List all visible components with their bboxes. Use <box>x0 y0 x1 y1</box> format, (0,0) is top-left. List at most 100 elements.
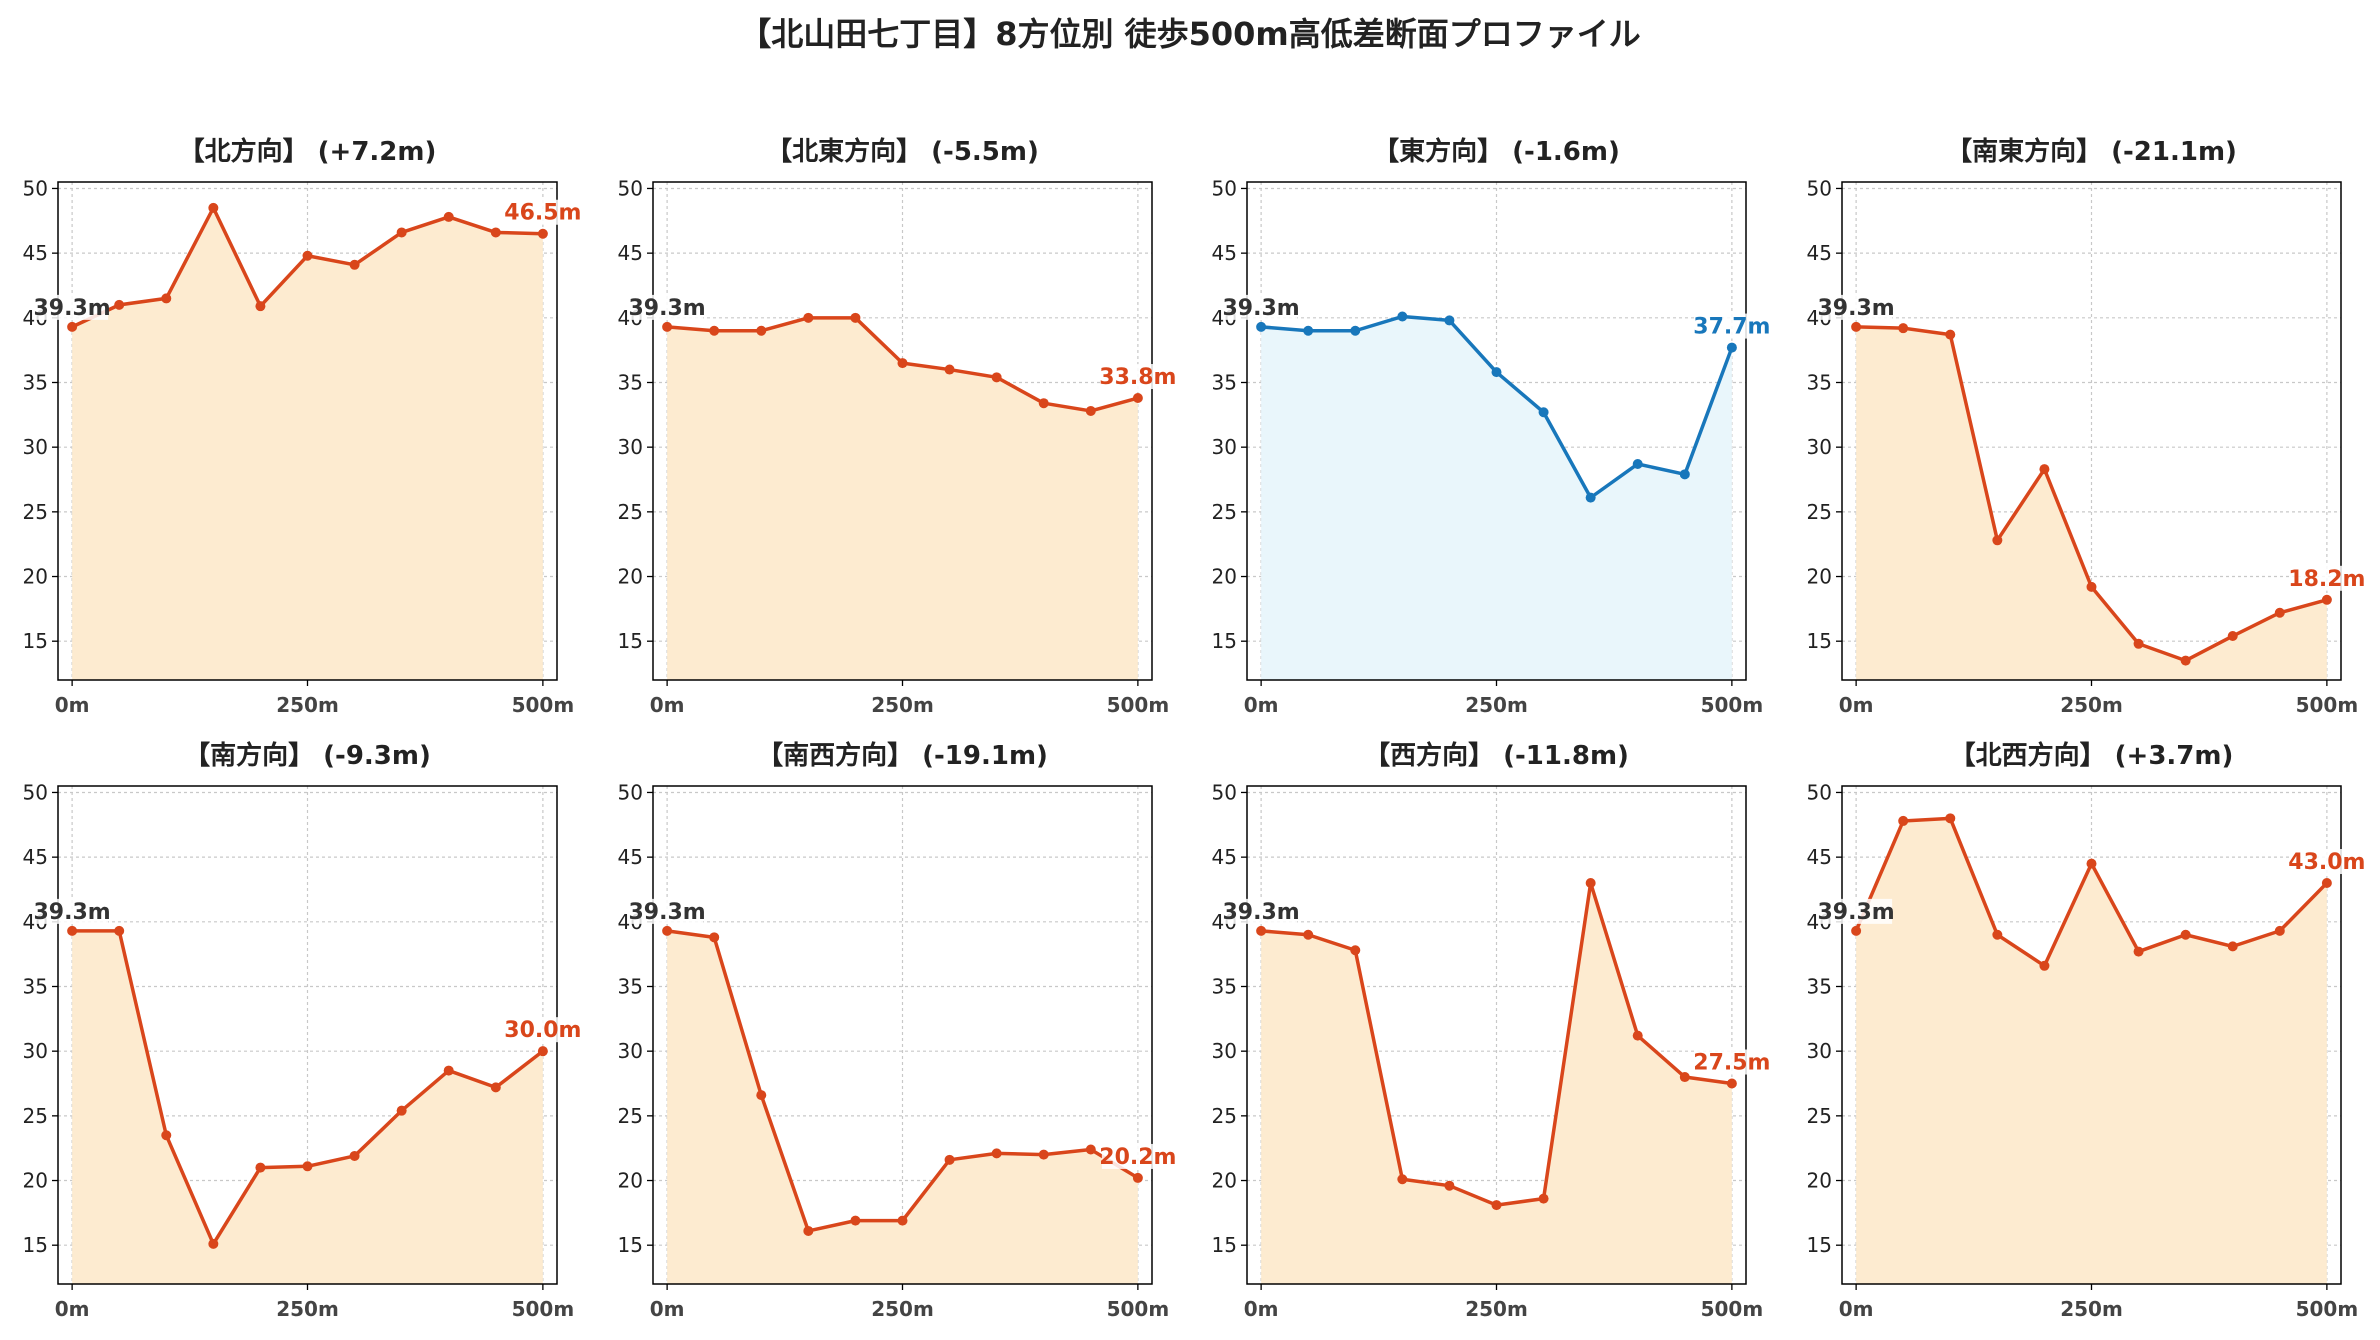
start-value-label: 39.3m <box>34 296 111 321</box>
end-label-bg <box>1101 364 1174 390</box>
y-tick-label: 30 <box>23 435 48 459</box>
profile-point <box>1256 925 1267 936</box>
profile-point <box>161 1130 172 1141</box>
x-tick-label: 250m <box>276 693 339 717</box>
y-tick-label: 45 <box>1807 845 1832 869</box>
end-label-bg <box>2290 849 2363 875</box>
profile-point <box>1945 813 1956 824</box>
profile-point <box>2274 607 2285 618</box>
profile-point <box>1132 1172 1143 1183</box>
start-label-bg <box>631 294 704 320</box>
x-tick-label: 0m <box>650 693 685 717</box>
y-tick-label: 15 <box>23 1233 48 1257</box>
y-tick-label: 50 <box>1212 176 1237 200</box>
profile-point <box>2274 925 2285 936</box>
profile-point <box>490 1082 501 1093</box>
end-label-bg <box>506 1017 579 1043</box>
profile-point <box>1303 929 1314 940</box>
profile-point <box>2133 638 2144 649</box>
profile-point <box>1397 311 1408 322</box>
y-tick-label: 50 <box>618 176 643 200</box>
end-label-bg <box>1101 1143 1174 1169</box>
start-value-label: 39.3m <box>34 900 111 925</box>
profile-point <box>1632 1030 1643 1041</box>
profile-area <box>1261 883 1732 1284</box>
y-tick-label: 15 <box>1212 1233 1237 1257</box>
y-tick-label: 45 <box>1807 241 1832 265</box>
profile-point <box>662 321 673 332</box>
panel-title: 【東方向】 (-1.6m) <box>1373 136 1620 167</box>
x-tick-label: 0m <box>55 693 90 717</box>
y-tick-label: 15 <box>1212 629 1237 653</box>
y-tick-label: 20 <box>1807 1169 1832 1193</box>
start-label-bg <box>1225 294 1298 320</box>
profile-point <box>897 1215 908 1226</box>
profile-point <box>208 1238 219 1249</box>
profile-point <box>991 1148 1002 1159</box>
profile-point <box>1585 492 1596 503</box>
profile-point <box>537 228 548 239</box>
y-tick-label: 35 <box>1807 370 1832 394</box>
x-tick-label: 0m <box>650 1297 685 1321</box>
profile-point <box>1132 393 1143 404</box>
y-tick-label: 20 <box>618 1169 643 1193</box>
end-value-label: 20.2m <box>1099 1145 1176 1170</box>
profile-point <box>1726 342 1737 353</box>
y-tick-label: 50 <box>1212 780 1237 804</box>
profile-point <box>1585 878 1596 889</box>
start-value-label: 39.3m <box>629 900 706 925</box>
end-label-bg <box>506 199 579 225</box>
profile-point <box>1491 367 1502 378</box>
profile-area <box>1856 326 2327 680</box>
y-tick-label: 30 <box>23 1039 48 1063</box>
profile-point <box>1851 925 1862 936</box>
profile-point <box>1397 1174 1408 1185</box>
start-value-label: 39.3m <box>629 296 706 321</box>
profile-point <box>2180 929 2191 940</box>
start-value-label: 39.3m <box>1223 900 1300 925</box>
x-tick-label: 250m <box>2060 693 2123 717</box>
start-label-bg <box>1225 898 1298 924</box>
x-tick-label: 500m <box>1701 1297 1764 1321</box>
profile-point <box>1632 458 1643 469</box>
profile-point <box>1038 1149 1049 1160</box>
y-tick-label: 20 <box>618 565 643 589</box>
profile-point <box>2133 946 2144 957</box>
y-tick-label: 25 <box>1807 500 1832 524</box>
x-tick-label: 0m <box>1244 693 1279 717</box>
start-label-bg <box>1820 898 1893 924</box>
profile-point <box>349 259 360 270</box>
x-tick-label: 0m <box>1244 1297 1279 1321</box>
profile-point <box>991 372 1002 383</box>
y-tick-label: 35 <box>618 370 643 394</box>
y-tick-label: 20 <box>23 565 48 589</box>
start-value-label: 39.3m <box>1223 296 1300 321</box>
profile-area <box>1856 818 2327 1284</box>
panel-title: 【北西方向】 (+3.7m) <box>1950 740 2234 771</box>
profile-point <box>1992 929 2003 940</box>
profile-point <box>396 1105 407 1116</box>
y-tick-label: 30 <box>618 435 643 459</box>
profile-point <box>2039 464 2050 475</box>
y-tick-label: 20 <box>1807 565 1832 589</box>
y-tick-label: 45 <box>618 845 643 869</box>
y-tick-label: 50 <box>23 780 48 804</box>
profile-point <box>396 227 407 238</box>
x-tick-label: 250m <box>871 693 934 717</box>
y-tick-label: 25 <box>618 500 643 524</box>
y-tick-label: 45 <box>23 845 48 869</box>
profile-point <box>1851 321 1862 332</box>
x-tick-label: 250m <box>1465 1297 1528 1321</box>
y-tick-label: 20 <box>1212 1169 1237 1193</box>
y-tick-label: 20 <box>23 1169 48 1193</box>
y-tick-label: 25 <box>618 1104 643 1128</box>
profile-point <box>161 293 172 304</box>
start-value-label: 39.3m <box>1818 900 1895 925</box>
profile-point <box>67 321 78 332</box>
x-tick-label: 0m <box>1839 693 1874 717</box>
y-tick-label: 30 <box>1212 1039 1237 1063</box>
